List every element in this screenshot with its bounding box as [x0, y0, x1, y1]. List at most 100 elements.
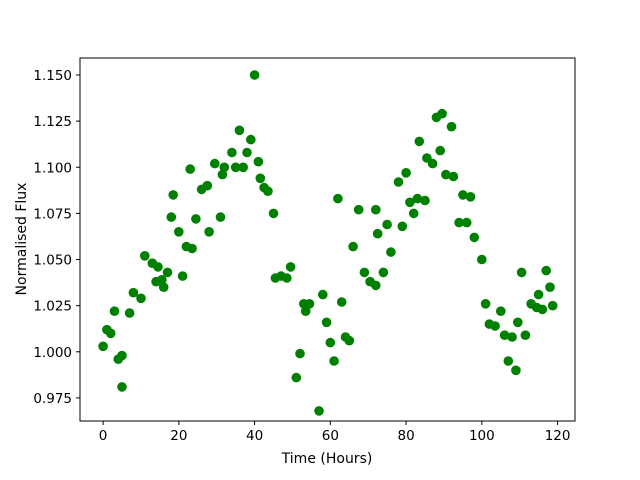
data-point: [230, 162, 241, 173]
data-point: [393, 177, 404, 187]
data-point: [533, 289, 544, 300]
data-point: [166, 212, 177, 222]
data-point: [435, 145, 446, 156]
data-point: [547, 300, 558, 311]
x-tick-label: 80: [397, 428, 414, 444]
data-point: [249, 70, 260, 80]
data-point: [314, 406, 324, 416]
data-point: [441, 169, 451, 180]
data-point: [253, 156, 264, 167]
data-point: [153, 262, 163, 272]
data-point: [191, 214, 201, 224]
data-point: [541, 265, 551, 276]
x-tick-label: 0: [99, 428, 108, 444]
data-point: [227, 147, 237, 158]
data-point: [372, 228, 383, 239]
data-point: [234, 125, 245, 136]
data-point: [321, 317, 332, 328]
data-point: [344, 335, 355, 346]
data-point: [128, 287, 139, 298]
data-point: [162, 267, 173, 278]
x-tick-label: 40: [246, 428, 263, 444]
data-point: [386, 247, 396, 257]
data-point: [140, 251, 150, 261]
data-point: [255, 173, 266, 184]
data-point: [219, 162, 230, 173]
x-axis-label: Time (Hours): [281, 451, 373, 467]
data-point: [318, 289, 328, 300]
data-point: [285, 262, 296, 272]
data-point: [454, 217, 464, 228]
data-point: [174, 227, 184, 237]
data-point: [414, 136, 425, 147]
x-tick-label: 20: [170, 428, 187, 444]
data-point: [448, 171, 459, 182]
data-point: [408, 208, 419, 219]
data-point: [348, 241, 358, 252]
data-point: [333, 193, 343, 204]
data-point: [168, 190, 178, 200]
data-point: [359, 267, 370, 278]
data-point: [458, 190, 468, 200]
data-point: [477, 254, 487, 265]
data-point: [520, 330, 531, 341]
y-tick-label: 1.150: [33, 68, 72, 84]
data-point: [490, 321, 500, 331]
data-point: [412, 193, 423, 204]
data-point: [465, 192, 476, 202]
data-point: [537, 304, 548, 315]
y-tick-label: 1.000: [33, 345, 72, 361]
data-point: [545, 282, 555, 293]
data-point: [511, 365, 521, 376]
data-point: [185, 164, 195, 174]
data-point: [136, 293, 146, 304]
data-point: [202, 180, 213, 191]
x-tick-label: 100: [469, 428, 495, 444]
data-point: [461, 217, 472, 228]
data-point: [263, 186, 273, 196]
data-point: [507, 332, 517, 342]
data-point: [300, 306, 311, 317]
data-point: [371, 204, 381, 215]
y-tick-label: 1.050: [33, 253, 72, 269]
data-point: [469, 232, 480, 243]
data-point: [499, 330, 510, 341]
data-point: [516, 267, 527, 278]
data-point: [157, 275, 167, 285]
data-point: [480, 299, 491, 309]
y-tick-label: 1.025: [33, 299, 72, 315]
plot-border: [79, 57, 576, 422]
data-point: [117, 382, 127, 392]
data-point: [353, 204, 364, 215]
data-point: [329, 356, 339, 366]
data-point: [401, 168, 411, 178]
data-point: [513, 317, 523, 328]
y-tick-label: 1.125: [33, 114, 72, 130]
data-point: [427, 158, 438, 169]
data-point: [405, 197, 415, 208]
data-point: [503, 356, 514, 366]
data-point: [124, 308, 135, 318]
data-point: [98, 341, 108, 352]
data-point: [268, 208, 279, 219]
data-point: [295, 348, 305, 359]
data-point: [158, 282, 169, 293]
data-point: [291, 372, 302, 383]
y-tick-label: 1.100: [33, 160, 72, 176]
data-point: [496, 306, 506, 317]
data-point: [177, 271, 188, 281]
x-tick-label: 60: [322, 428, 339, 444]
data-point: [397, 221, 408, 232]
data-point: [437, 108, 447, 119]
data-point: [204, 227, 214, 237]
data-point: [105, 328, 116, 339]
y-tick-label: 0.975: [33, 391, 72, 407]
data-point: [382, 219, 392, 230]
data-point: [238, 162, 248, 173]
data-point: [325, 337, 336, 348]
data-point: [282, 273, 292, 283]
data-point: [117, 350, 127, 361]
data-point: [187, 243, 197, 254]
